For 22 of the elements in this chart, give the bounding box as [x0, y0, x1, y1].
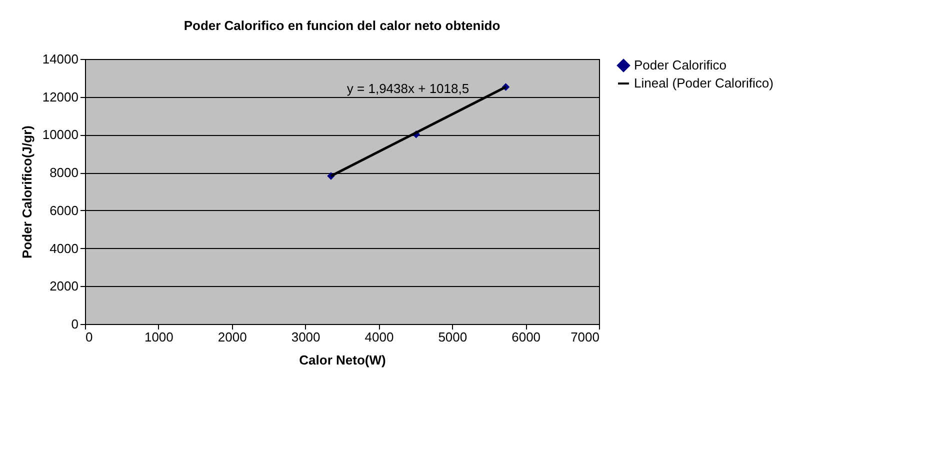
- y-tick-label: 10000: [42, 127, 78, 142]
- x-tick-label: 1000: [144, 330, 174, 344]
- legend-label: Lineal (Poder Calorifico): [634, 76, 774, 90]
- y-tick-label: 4000: [50, 240, 78, 256]
- x-tick-label: 5000: [438, 330, 468, 344]
- y-axis-title: Poder Calorifico(J/gr): [19, 126, 34, 258]
- y-tick-label: 2000: [50, 278, 78, 294]
- y-tick-label: 0: [71, 316, 78, 332]
- x-tick-label: 4000: [364, 330, 394, 344]
- y-tick-label: 12000: [42, 89, 78, 104]
- x-tick-label: 3000: [291, 330, 320, 344]
- x-axis-title: Calor Neto(W): [299, 352, 386, 368]
- annotation: y = 1,9438x + 1018,5: [346, 81, 470, 96]
- legend-label: Poder Calorifico: [634, 58, 726, 72]
- y-tick-label: 6000: [50, 202, 78, 218]
- x-tick-label: 0: [86, 330, 93, 344]
- x-tick-label: 6000: [512, 330, 541, 344]
- x-tick-label: 2000: [218, 330, 247, 344]
- x-tick-label: 7000: [570, 330, 600, 344]
- chart-title: Poder Calorifico en funcion del calor neto obtenido: [184, 18, 500, 33]
- y-tick-label: 14000: [42, 52, 78, 66]
- y-tick-label: 8000: [50, 165, 78, 180]
